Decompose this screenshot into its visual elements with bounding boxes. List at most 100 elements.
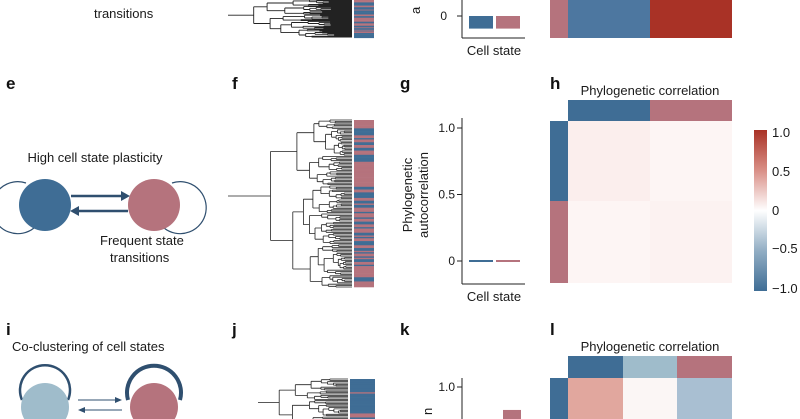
state-strip-segment	[354, 174, 374, 178]
state-strip-segment	[354, 241, 374, 245]
panel-k-barplot: n 1.0	[420, 378, 521, 419]
state-strip-segment	[354, 17, 374, 20]
state-strip-segment	[354, 189, 374, 192]
panel-e-title: High cell state plasticity	[27, 150, 163, 165]
panel-g-ticks: 0 0.5 1.0	[438, 121, 462, 268]
panel-l-rowbar-blue	[550, 378, 568, 419]
state-strip-segment	[354, 271, 374, 274]
state-strip-segment	[354, 138, 374, 140]
state-strip-segment	[354, 20, 374, 22]
state-strip-segment	[350, 388, 375, 393]
state-strip-segment	[354, 128, 374, 132]
state-circle-red	[130, 383, 178, 419]
state-strip-segment	[354, 179, 374, 183]
panel-g-ylabel-2: autocorrelation	[416, 152, 431, 238]
state-strip-segment	[350, 405, 375, 408]
state-strip-segment	[354, 257, 374, 260]
state-strip-segment	[354, 195, 374, 199]
top-barplot: a 0 Cell state	[408, 0, 525, 58]
panel-h-colbar-blue	[568, 100, 650, 121]
state-strip-segment	[354, 284, 374, 288]
state-strip-segment	[354, 252, 374, 254]
panel-h-cell	[650, 201, 732, 283]
state-strip-segment	[350, 392, 375, 394]
panel-h-cell	[568, 201, 650, 283]
panel-j-state-strip	[350, 379, 375, 419]
panel-f-state-strip	[354, 120, 374, 288]
panel-letter-i: i	[6, 320, 11, 339]
state-strip-segment	[354, 147, 374, 151]
state-strip-segment	[354, 280, 374, 282]
state-strip-segment	[354, 248, 374, 252]
state-strip-segment	[354, 160, 374, 163]
panel-h-title: Phylogenetic correlation	[581, 83, 720, 98]
state-strip-segment	[354, 27, 374, 29]
state-strip-segment	[354, 16, 374, 18]
state-strip-segment	[354, 261, 374, 266]
panel-letter-f: f	[232, 74, 238, 93]
panel-k-bar-red	[503, 409, 521, 419]
state-strip-segment	[354, 136, 374, 139]
state-strip-segment	[354, 253, 374, 257]
state-strip-segment	[354, 236, 374, 239]
panel-g-tick-label: 0.5	[438, 188, 455, 202]
panel-g-xlabel: Cell state	[467, 289, 521, 304]
panel-j-tree	[258, 378, 375, 419]
state-strip-segment	[354, 168, 374, 172]
state-strip-segment	[354, 135, 374, 137]
state-strip-segment	[354, 167, 374, 170]
panel-l-cell	[677, 378, 732, 419]
panel-l-colbar-light-blue	[623, 356, 677, 378]
panel-i-diagram	[18, 363, 183, 419]
state-strip-segment	[354, 204, 374, 208]
state-strip-segment	[350, 402, 375, 405]
state-strip-segment	[354, 153, 374, 156]
tree-icon	[258, 378, 348, 419]
panel-l-colbar-blue	[568, 356, 623, 378]
panel-g-bar-red	[496, 260, 520, 262]
state-strip-segment	[354, 213, 374, 215]
top-heatmap-cell-blue	[568, 0, 650, 38]
state-strip-segment	[354, 8, 374, 10]
state-strip-segment	[354, 25, 374, 28]
panel-i-title: Co-clustering of cell states	[12, 339, 165, 354]
state-strip-segment	[354, 281, 374, 285]
state-strip-segment	[354, 231, 374, 234]
panel-g-ylabel-1: Phylogenetic	[400, 157, 415, 232]
state-strip-segment	[350, 417, 375, 419]
panel-g-tick-label: 1.0	[438, 121, 455, 135]
top-tree	[228, 0, 374, 39]
state-strip-segment	[354, 9, 374, 11]
state-strip-segment	[354, 20, 374, 23]
state-strip-segment	[354, 131, 374, 133]
state-strip-segment	[350, 382, 375, 385]
state-strip-segment	[354, 156, 374, 158]
state-strip-segment	[354, 31, 374, 34]
self-loop-light-blue	[18, 363, 72, 401]
panel-f-tree	[228, 119, 374, 288]
panel-h-rowbar-blue	[550, 121, 568, 201]
state-strip-segment	[354, 145, 374, 149]
state-strip-segment	[354, 214, 374, 218]
panel-letter-k: k	[400, 320, 410, 339]
state-strip-segment	[354, 203, 374, 206]
state-strip-segment	[354, 132, 374, 136]
state-strip-segment	[354, 32, 374, 35]
state-strip-segment	[354, 186, 374, 190]
state-strip-segment	[354, 161, 374, 165]
state-circle-red	[128, 179, 180, 231]
colorbar: 1.0 0.5 0 −0.5 −1.0	[754, 125, 798, 296]
state-strip-segment	[354, 139, 374, 143]
state-strip-segment	[354, 268, 374, 272]
panel-h-colbar-red	[650, 100, 732, 121]
state-strip-segment	[350, 414, 375, 418]
top-state-strip	[354, 0, 374, 39]
colorbar-tick: −1.0	[772, 281, 798, 296]
state-strip-segment	[354, 24, 374, 27]
state-strip-segment	[354, 35, 374, 37]
state-strip-segment	[354, 0, 374, 2]
top-heatmap-cell-red	[650, 0, 732, 38]
panel-h-heatmap	[550, 100, 732, 283]
arrow-head-left	[70, 206, 79, 216]
